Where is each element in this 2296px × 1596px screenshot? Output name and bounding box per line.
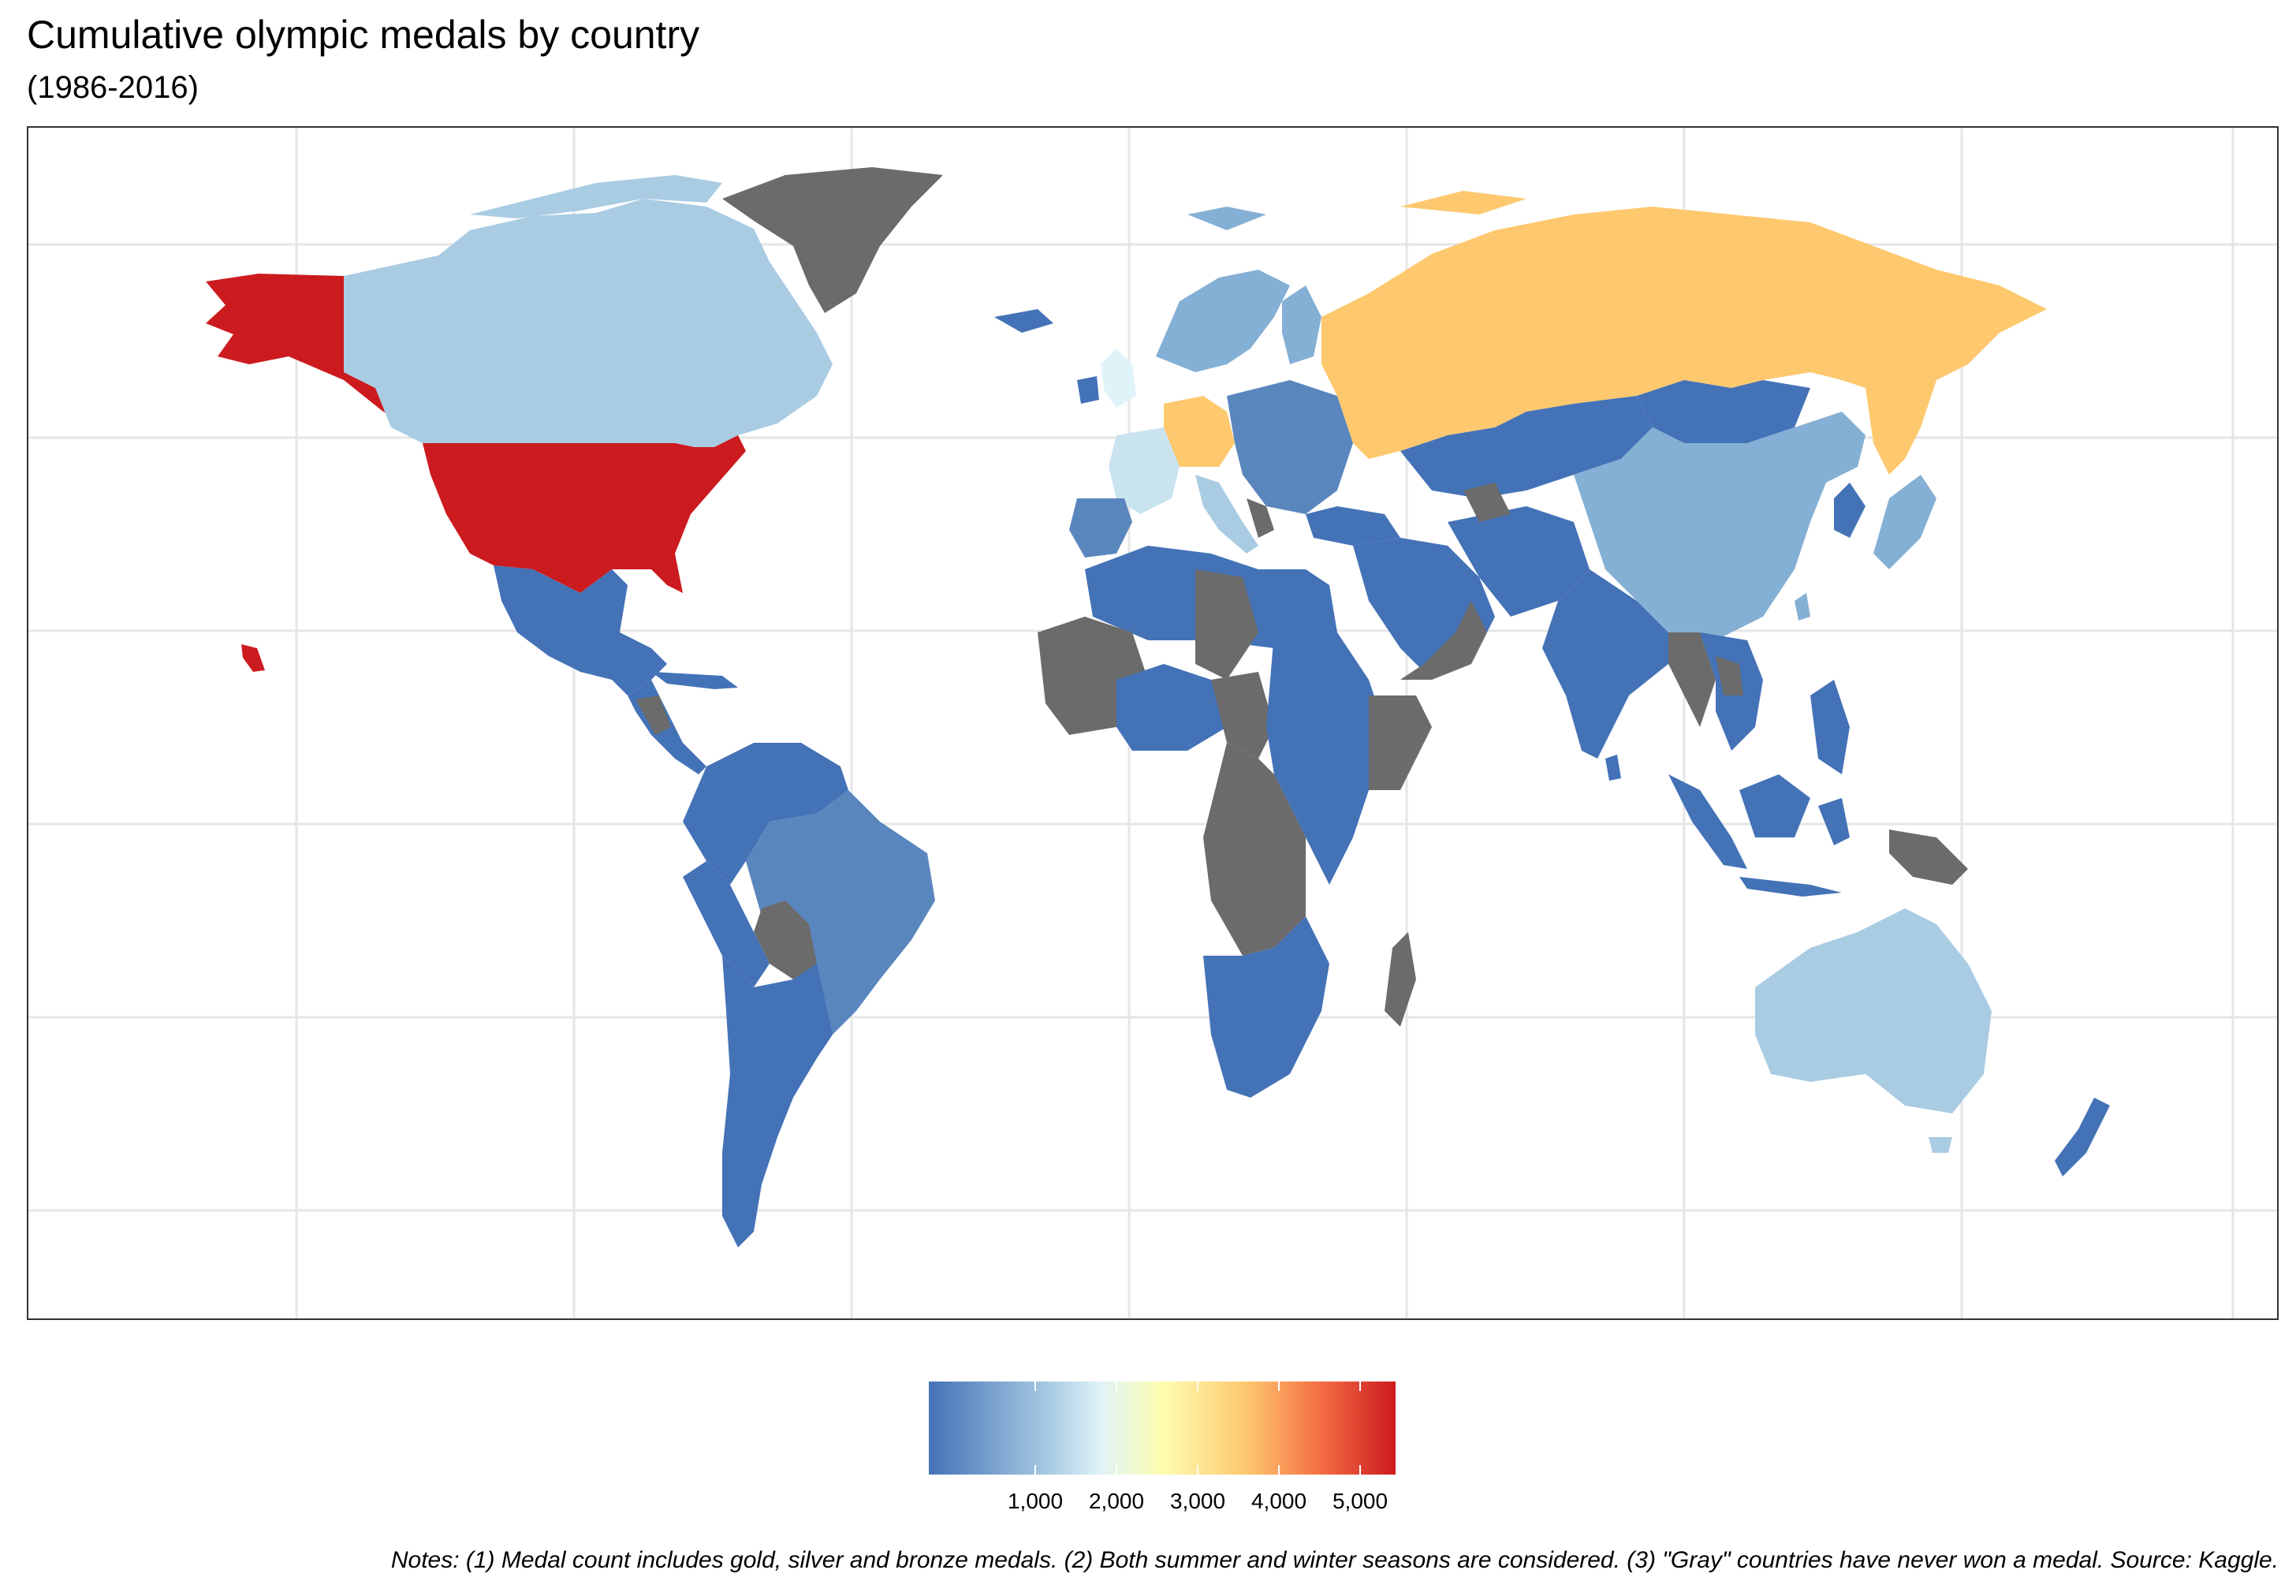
region-ireland: [1077, 376, 1099, 404]
region-iberia: [1069, 498, 1132, 557]
region-china: [1574, 412, 1866, 640]
region-madagascar: [1385, 932, 1416, 1027]
region-peru: [683, 861, 770, 987]
legend-gradient: [929, 1382, 1396, 1475]
region-iceland: [994, 309, 1053, 333]
legend-colorbar: [929, 1382, 1396, 1475]
legend-labels: 1,000 2,000 3,000 4,000 5,000: [929, 1489, 1481, 1520]
chart-subtitle: (1986-2016): [27, 70, 199, 105]
region-sri-lanka: [1605, 755, 1621, 781]
region-yemen-oman: [1400, 601, 1487, 680]
world-map-panel: [27, 126, 2279, 1320]
region-eastern-europe: [1227, 380, 1353, 514]
region-sumatra: [1668, 774, 1747, 869]
region-canada: [344, 199, 833, 447]
region-italy: [1195, 475, 1258, 554]
region-russia-islands: [1400, 191, 1526, 214]
region-canada-islands: [470, 175, 722, 218]
region-russia: [1321, 207, 2047, 475]
region-central-africa: [1203, 743, 1306, 956]
region-sahel: [1211, 672, 1274, 759]
region-australia: [1755, 908, 1992, 1113]
region-south-america-north: [683, 743, 848, 885]
region-horn: [1369, 695, 1432, 790]
region-tasmania: [1929, 1137, 1952, 1153]
region-new-zealand: [2055, 1098, 2110, 1176]
region-sulawesi: [1818, 798, 1850, 845]
region-borneo: [1739, 774, 1810, 837]
region-central-asia: [1400, 396, 1653, 498]
region-germany: [1164, 396, 1235, 467]
legend-tick-label: 4,000: [1250, 1489, 1307, 1513]
legend-tick-label: 2,000: [1088, 1489, 1145, 1513]
region-svalbard: [1187, 207, 1266, 230]
region-france: [1109, 427, 1180, 514]
world-map: [28, 128, 2277, 1318]
region-philippines: [1810, 680, 1850, 774]
region-mongolia: [1637, 380, 1810, 443]
region-guatemala: [636, 695, 671, 735]
legend-ticks: [1034, 1382, 1361, 1475]
legend-tick-label: 3,000: [1169, 1489, 1226, 1513]
region-balkans: [1247, 498, 1274, 538]
color-legend: 1,000 2,000 3,000 4,000 5,000: [929, 1382, 1396, 1513]
region-afghanistan: [1463, 483, 1511, 522]
region-japan: [1873, 475, 1936, 569]
region-iran-afghanistan: [1448, 506, 1590, 617]
region-scandinavia: [1156, 270, 1290, 372]
region-myanmar: [1668, 632, 1716, 727]
region-southern-africa: [1203, 916, 1329, 1098]
region-hawaii: [241, 644, 265, 672]
region-india: [1542, 569, 1668, 759]
region-mexico: [494, 565, 667, 695]
legend-tick-label: 5,000: [1332, 1489, 1388, 1513]
region-bolivia: [754, 901, 817, 979]
chart-title: Cumulative olympic medals by country: [27, 13, 700, 57]
region-usa: [423, 435, 746, 593]
region-korea: [1834, 483, 1866, 538]
region-turkey: [1306, 506, 1400, 546]
region-greenland: [722, 167, 943, 313]
region-east-africa: [1266, 632, 1385, 885]
region-taiwan: [1795, 593, 1810, 621]
region-caribbean: [651, 672, 738, 689]
region-java: [1739, 877, 1842, 897]
footnote: Notes: (1) Medal count includes gold, si…: [390, 1547, 2279, 1573]
region-uk: [1101, 349, 1136, 408]
region-libya: [1195, 569, 1258, 680]
region-finland: [1282, 285, 1321, 364]
region-laos: [1716, 656, 1743, 695]
region-alaska: [206, 274, 399, 420]
region-new-guinea: [1889, 830, 1968, 885]
legend-tick-label: 1,000: [1007, 1489, 1064, 1513]
region-southern-cone: [722, 956, 833, 1247]
region-west-africa-coast: [1116, 664, 1227, 751]
